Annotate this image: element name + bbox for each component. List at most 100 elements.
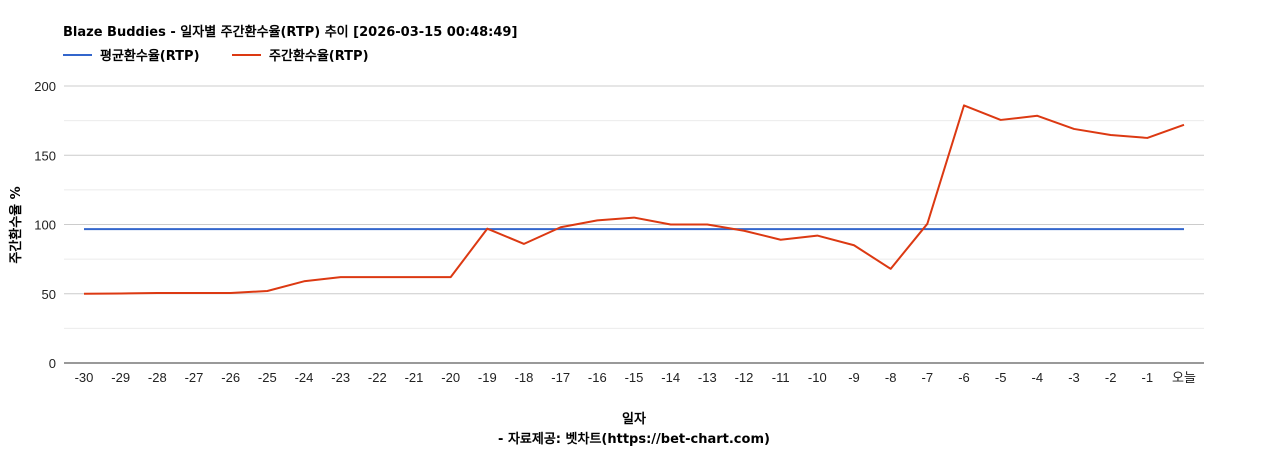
data-point[interactable] (1031, 110, 1043, 122)
data-point[interactable] (628, 212, 640, 224)
data-point[interactable] (408, 271, 420, 283)
legend-label-average: 평균환수율(RTP) (100, 48, 200, 64)
x-tick-label: -6 (958, 370, 970, 385)
gridlines (64, 85, 1204, 364)
data-point[interactable] (371, 223, 383, 235)
x-tick-label: -8 (885, 370, 897, 385)
data-point[interactable] (848, 223, 860, 235)
source-credit: - 자료제공: 벳차트(https://bet-chart.com) (498, 431, 770, 447)
x-tick-label: -25 (258, 370, 277, 385)
data-point[interactable] (665, 219, 677, 231)
data-point[interactable] (958, 223, 970, 235)
data-point[interactable] (1178, 223, 1190, 235)
data-point[interactable] (261, 285, 273, 297)
x-tick-label: -9 (848, 370, 860, 385)
data-point[interactable] (481, 223, 493, 235)
legend: 평균환수율(RTP) 주간환수율(RTP) (63, 48, 369, 64)
data-point[interactable] (555, 221, 567, 233)
x-tick-label: 오늘 (1172, 370, 1196, 385)
data-point[interactable] (921, 218, 933, 230)
data-point[interactable] (408, 223, 420, 235)
x-tick-label: -19 (478, 370, 497, 385)
x-tick-label: -18 (515, 370, 534, 385)
data-point[interactable] (701, 219, 713, 231)
data-point[interactable] (225, 287, 237, 299)
x-tick-label: -10 (808, 370, 827, 385)
legend-item-average[interactable]: 평균환수율(RTP) (63, 48, 200, 64)
data-point[interactable] (78, 223, 90, 235)
data-point[interactable] (1068, 223, 1080, 235)
x-tick-label: -17 (551, 370, 570, 385)
y-tick-label: 0 (49, 356, 56, 371)
x-tick-label: -30 (75, 370, 94, 385)
data-point[interactable] (1105, 223, 1117, 235)
data-point[interactable] (371, 271, 383, 283)
data-point[interactable] (445, 271, 457, 283)
x-tick-label: -16 (588, 370, 607, 385)
x-tick-label: -11 (772, 370, 790, 385)
x-tick-label: -1 (1142, 370, 1154, 385)
data-point[interactable] (1031, 223, 1043, 235)
data-point[interactable] (1141, 132, 1153, 144)
legend-item-weekly[interactable]: 주간환수율(RTP) (232, 48, 369, 64)
data-point[interactable] (335, 271, 347, 283)
data-point[interactable] (738, 225, 750, 237)
chart-title: Blaze Buddies - 일자별 주간환수율(RTP) 추이 [2026-… (63, 24, 517, 40)
data-point[interactable] (1141, 223, 1153, 235)
data-point[interactable] (848, 239, 860, 251)
y-tick-label: 150 (34, 148, 56, 163)
data-point[interactable] (958, 99, 970, 111)
x-tick-label: -15 (625, 370, 644, 385)
data-point[interactable] (1178, 119, 1190, 131)
data-point[interactable] (298, 223, 310, 235)
data-point[interactable] (885, 223, 897, 235)
data-point[interactable] (518, 223, 530, 235)
x-tick-label: -26 (221, 370, 240, 385)
x-tick-label: -13 (698, 370, 717, 385)
data-point[interactable] (78, 288, 90, 300)
x-tick-label: -5 (995, 370, 1007, 385)
data-point[interactable] (1105, 129, 1117, 141)
data-point[interactable] (1068, 123, 1080, 135)
x-tick-label: -29 (111, 370, 130, 385)
data-point[interactable] (261, 223, 273, 235)
data-point[interactable] (995, 114, 1007, 126)
data-point[interactable] (115, 287, 127, 299)
data-point[interactable] (151, 223, 163, 235)
legend-label-weekly: 주간환수율(RTP) (269, 48, 369, 64)
data-point[interactable] (775, 223, 787, 235)
y-tick-label: 50 (42, 287, 56, 302)
y-tick-label: 200 (34, 79, 56, 94)
x-axis-ticks: -30 -29 -28 -27 -26 -25 -24 -23 -22 -21 -20 -19 -18 -… (75, 370, 1196, 385)
x-tick-label: -23 (331, 370, 350, 385)
y-axis-title: 주간환수율 % (8, 186, 24, 263)
x-tick-label: -20 (441, 370, 460, 385)
data-point[interactable] (335, 223, 347, 235)
x-tick-label: -21 (405, 370, 424, 385)
data-point[interactable] (188, 287, 200, 299)
data-point[interactable] (445, 223, 457, 235)
data-point[interactable] (885, 263, 897, 275)
data-point[interactable] (775, 234, 787, 246)
data-point[interactable] (151, 287, 163, 299)
data-point[interactable] (811, 230, 823, 242)
y-tick-label: 100 (34, 218, 56, 233)
x-axis-title: 일자 (622, 412, 646, 427)
x-tick-label: -3 (1068, 370, 1080, 385)
data-point[interactable] (188, 223, 200, 235)
x-tick-label: -12 (735, 370, 754, 385)
x-tick-label: -27 (185, 370, 204, 385)
x-tick-label: -14 (661, 370, 680, 385)
data-point[interactable] (115, 223, 127, 235)
data-point[interactable] (518, 238, 530, 250)
data-point[interactable] (225, 223, 237, 235)
data-point[interactable] (995, 223, 1007, 235)
data-point[interactable] (591, 214, 603, 226)
x-tick-label: -7 (922, 370, 934, 385)
series-lines (78, 99, 1190, 300)
x-tick-label: -22 (368, 370, 387, 385)
data-point[interactable] (628, 223, 640, 235)
x-tick-label: -28 (148, 370, 167, 385)
data-point[interactable] (298, 275, 310, 287)
x-tick-label: -24 (295, 370, 314, 385)
